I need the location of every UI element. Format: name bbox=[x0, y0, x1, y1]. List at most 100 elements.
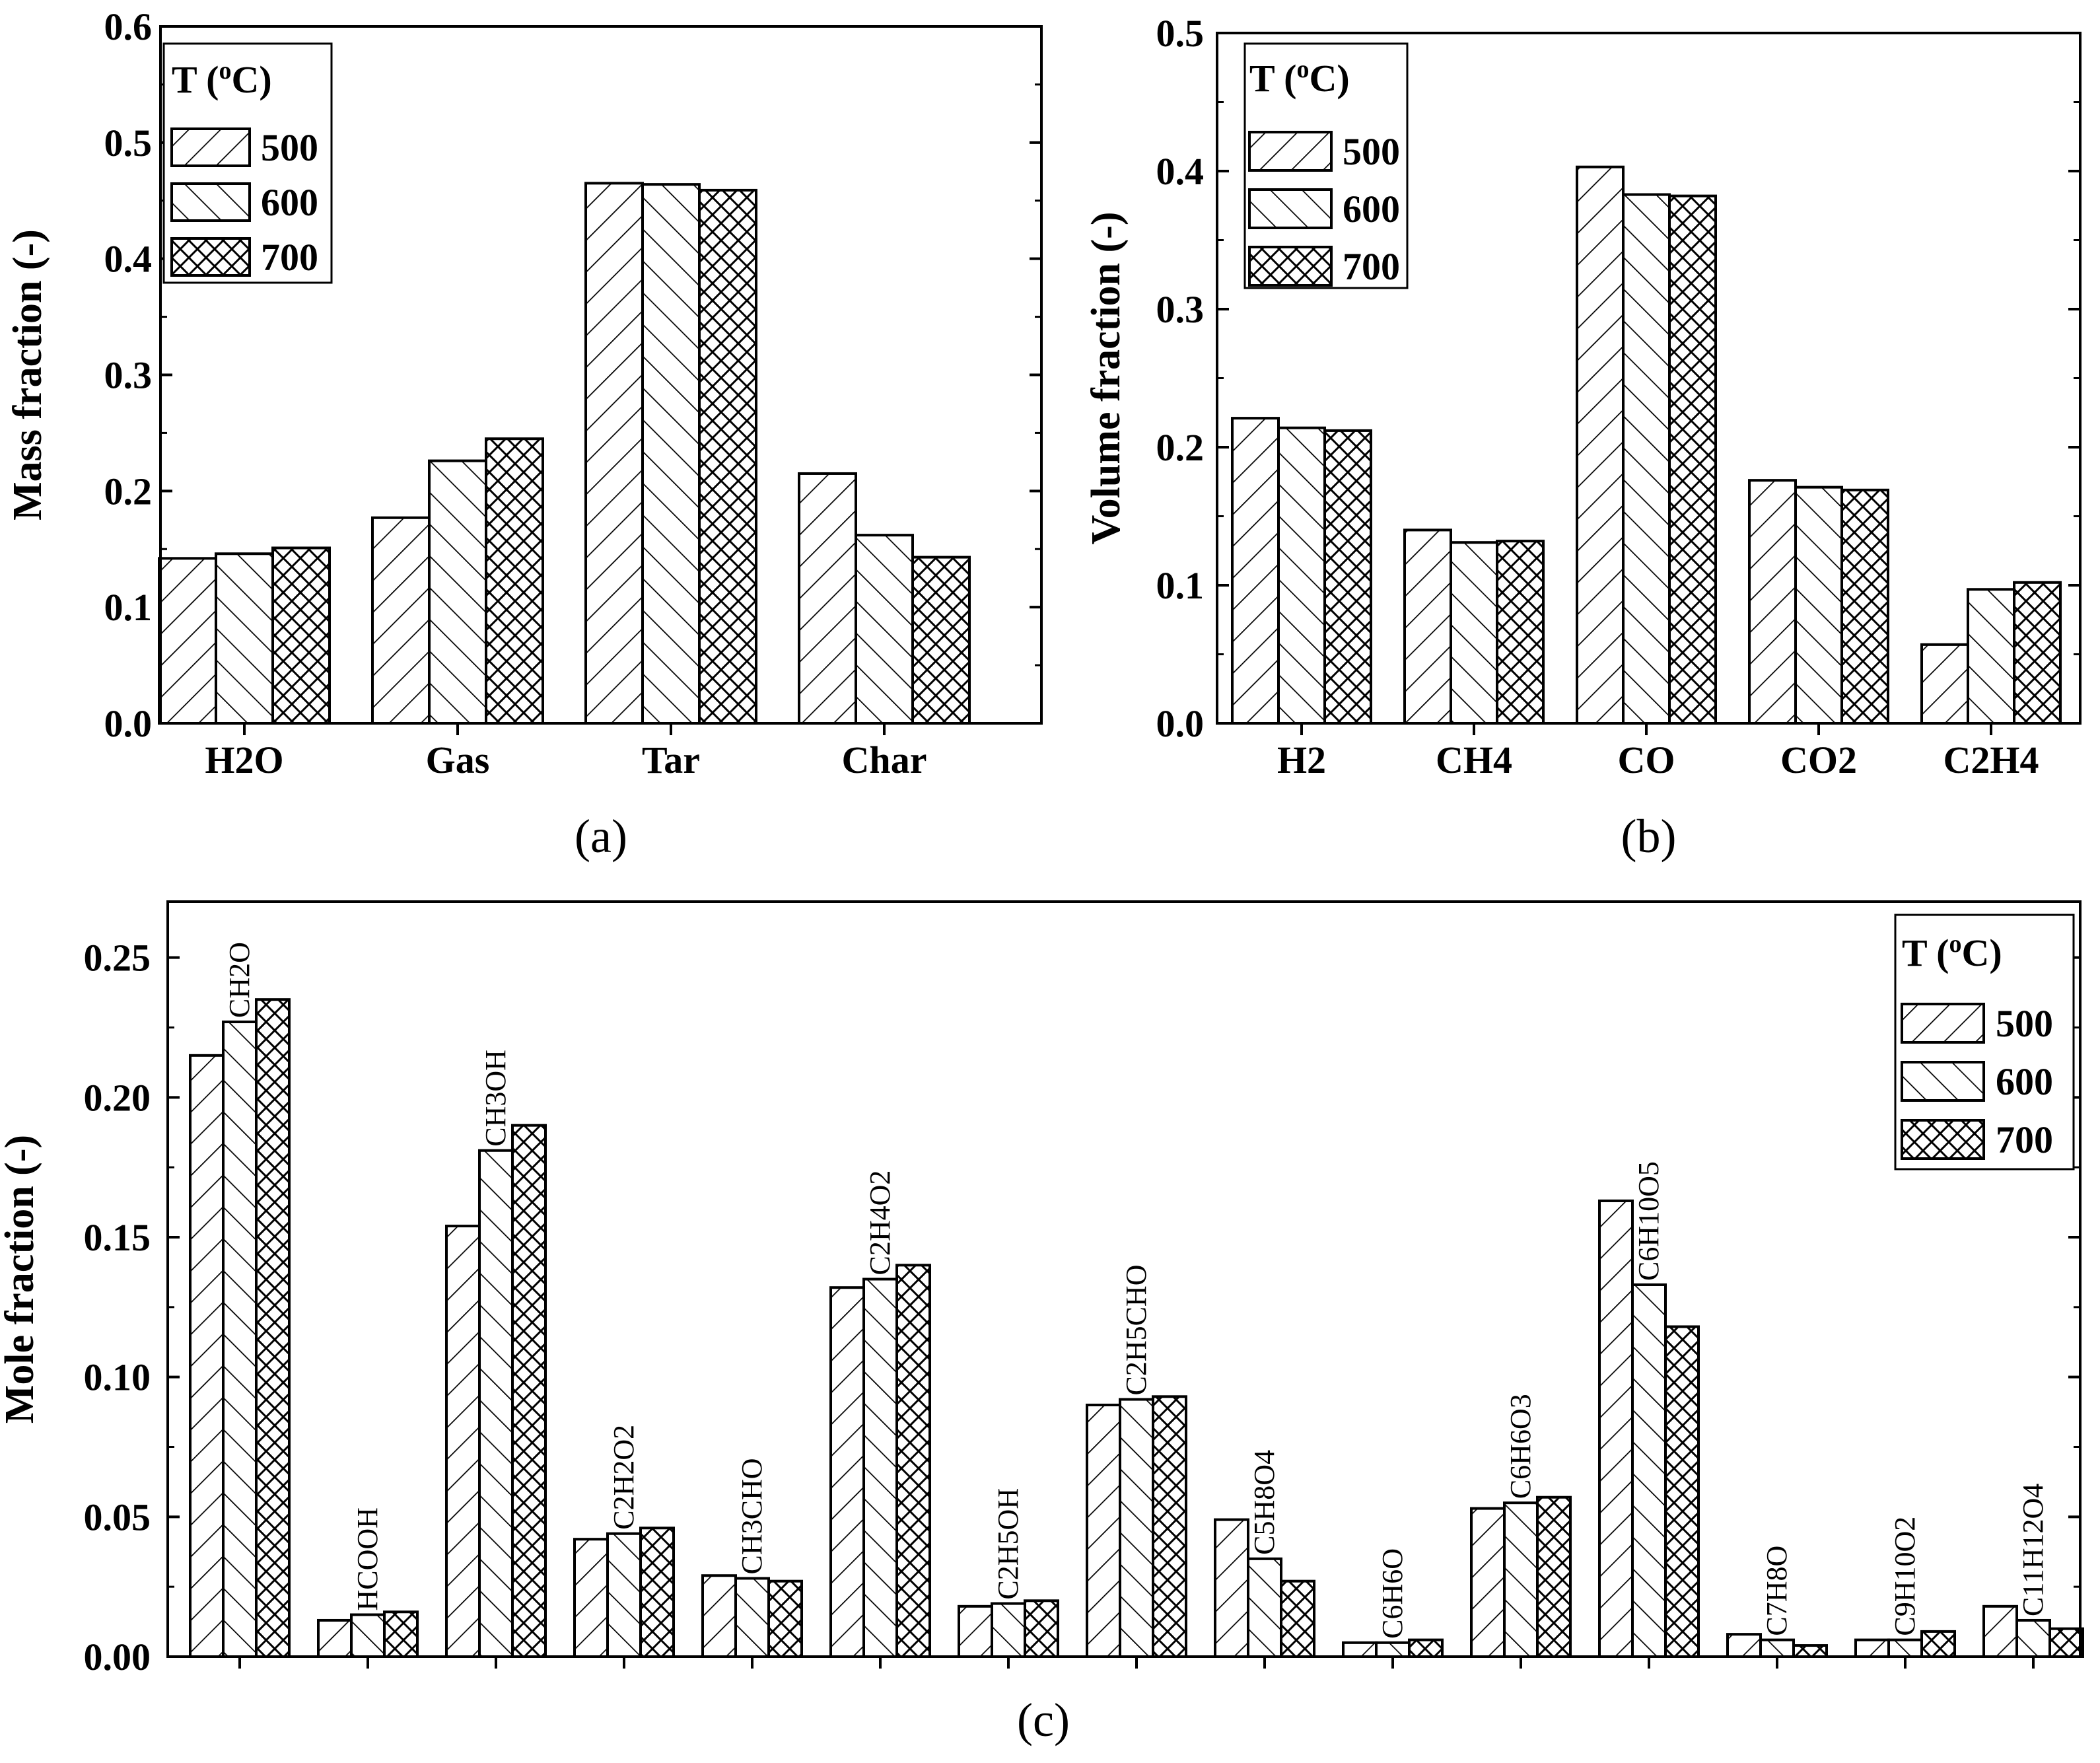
legend-title-sup: o bbox=[1296, 55, 1309, 83]
legend-title: T (oC) bbox=[1249, 55, 1350, 100]
bar-C6H6O3-700 bbox=[1536, 1495, 1572, 1658]
y-axis-title: Mole fraction (-) bbox=[0, 1135, 42, 1423]
y-tick-label: 0.0 bbox=[1156, 702, 1205, 745]
bar-CH2O-500 bbox=[189, 1054, 225, 1659]
y-tick-label: 0.5 bbox=[104, 122, 153, 164]
bar-Gas-600 bbox=[428, 459, 487, 725]
y-tick-label: 0.1 bbox=[104, 586, 153, 629]
legend-swatch-600 bbox=[1901, 1061, 1985, 1102]
bar-C5H8O4-600 bbox=[1247, 1557, 1282, 1658]
y-tick-label: 0.2 bbox=[1156, 426, 1205, 469]
bar-label: C6H6O bbox=[1376, 1548, 1409, 1639]
y-tick-label: 0.20 bbox=[84, 1076, 151, 1119]
y-tick-label: 0.05 bbox=[84, 1495, 151, 1538]
bar-HCOOH-700 bbox=[383, 1610, 419, 1658]
bar-C6H10O5-500 bbox=[1598, 1199, 1634, 1658]
bar-C7H8O-600 bbox=[1759, 1638, 1795, 1659]
bar-C2H2O2-700 bbox=[639, 1527, 675, 1658]
bar-H2-700 bbox=[1323, 429, 1372, 725]
bar-C2H4O2-600 bbox=[862, 1277, 898, 1658]
legend-title-main: T ( bbox=[1902, 931, 1949, 974]
bar-Char-500 bbox=[798, 472, 857, 725]
bar-label: C6H10O5 bbox=[1632, 1161, 1665, 1281]
bar-Char-600 bbox=[855, 534, 914, 725]
bar-CH3OH-500 bbox=[445, 1225, 481, 1658]
bar-C2H2O2-600 bbox=[606, 1532, 642, 1659]
x-tick-label: Gas bbox=[426, 738, 490, 781]
bar-C9H10O2-700 bbox=[1920, 1630, 1956, 1658]
y-tick-label: 0.4 bbox=[1156, 150, 1205, 193]
bar-C2H5CHO-600 bbox=[1119, 1398, 1154, 1659]
bar-C9H10O2-600 bbox=[1887, 1638, 1923, 1659]
bar-H2O-600 bbox=[215, 552, 274, 725]
legend-entry: 600 bbox=[1996, 1060, 2053, 1103]
y-tick-label: 0.00 bbox=[84, 1636, 151, 1678]
bar-C9H10O2-500 bbox=[1854, 1638, 1890, 1659]
legend-entry: 700 bbox=[1343, 245, 1400, 288]
bar-C2H4O2-700 bbox=[895, 1264, 931, 1659]
legend-title: T (oC) bbox=[172, 57, 272, 101]
x-tick-label: H2 bbox=[1277, 738, 1326, 781]
legend-title-main: T ( bbox=[1249, 57, 1296, 100]
bar-CH3CHO-500 bbox=[701, 1574, 737, 1659]
panel-caption: (b) bbox=[1621, 810, 1677, 863]
bar-C6H10O5-600 bbox=[1631, 1283, 1667, 1658]
bar-CO-700 bbox=[1668, 194, 1717, 725]
bar-C2H4-600 bbox=[1967, 588, 2015, 725]
legend-title-sup: o bbox=[219, 57, 231, 85]
bar-C6H6O-600 bbox=[1375, 1641, 1411, 1658]
bar-C5H8O4-700 bbox=[1280, 1579, 1315, 1658]
y-axis-title: Volume fraction (-) bbox=[1084, 212, 1129, 545]
legend-title-end: C) bbox=[231, 58, 271, 101]
bar-C11H12O4-600 bbox=[2015, 1618, 2051, 1658]
legend-entry: 600 bbox=[261, 181, 318, 224]
y-tick-label: 0.10 bbox=[84, 1356, 151, 1399]
chart-panel-c: 0.00 0.05 0.10 0.15 0.20 0.25 Mole fraction (-… bbox=[0, 900, 2084, 1746]
legend-title-end: C) bbox=[1961, 931, 2002, 974]
bar-Tar-600 bbox=[641, 183, 701, 725]
legend-swatch-500 bbox=[1901, 1003, 1985, 1044]
y-tick-label: 0.4 bbox=[104, 238, 153, 281]
bar-C6H6O3-500 bbox=[1470, 1507, 1506, 1658]
bar-C5H8O4-500 bbox=[1214, 1518, 1249, 1658]
bar-CH3OH-700 bbox=[511, 1124, 547, 1658]
bar-label: CH3CHO bbox=[736, 1458, 768, 1574]
bar-label: C11H12O4 bbox=[2017, 1484, 2049, 1616]
bar-CO2-500 bbox=[1748, 479, 1797, 725]
bar-C2H5OH-700 bbox=[1024, 1599, 1059, 1658]
legend-title-end: C) bbox=[1309, 57, 1349, 100]
y-tick-label: 0.3 bbox=[104, 354, 153, 397]
x-tick-label: CO bbox=[1618, 738, 1675, 781]
legend-entry: 500 bbox=[261, 126, 318, 169]
y-tick-label: 0.1 bbox=[1156, 564, 1205, 607]
x-tick-label: Char bbox=[842, 738, 927, 781]
bar-C6H6O-700 bbox=[1408, 1638, 1444, 1659]
bar-CH3CHO-700 bbox=[767, 1579, 803, 1658]
x-tick-label: CO2 bbox=[1780, 738, 1857, 781]
bar-Gas-500 bbox=[371, 516, 431, 725]
bar-label: C2H2O2 bbox=[608, 1425, 640, 1530]
bar-CH3CHO-600 bbox=[734, 1577, 770, 1658]
legend-swatch-700 bbox=[1248, 246, 1333, 287]
bar-label: C7H8O bbox=[1761, 1546, 1793, 1636]
bar-C6H6O3-600 bbox=[1503, 1501, 1539, 1659]
y-tick-label: 0.2 bbox=[104, 470, 153, 513]
legend-entry: 700 bbox=[261, 236, 318, 279]
bar-C7H8O-700 bbox=[1792, 1644, 1828, 1658]
bar-C2H5OH-500 bbox=[958, 1604, 993, 1659]
y-tick-label: 0.0 bbox=[104, 702, 153, 745]
legend-swatch-500 bbox=[1248, 131, 1333, 172]
bar-C2H4O2-500 bbox=[829, 1286, 865, 1658]
legend-entry: 600 bbox=[1343, 188, 1400, 231]
y-axis-title: Mass fraction (-) bbox=[5, 229, 50, 521]
bar-H2O-700 bbox=[271, 546, 331, 725]
legend-swatch-700 bbox=[1901, 1119, 1985, 1160]
legend-entry: 500 bbox=[1996, 1002, 2053, 1045]
legend-swatch-700 bbox=[170, 237, 251, 277]
panel-caption: (a) bbox=[575, 810, 627, 863]
bar-C11H12O4-500 bbox=[1982, 1604, 2018, 1659]
legend-entry: 700 bbox=[1996, 1118, 2053, 1161]
bar-label: C6H6O3 bbox=[1504, 1394, 1537, 1499]
bar-C6H6O-500 bbox=[1342, 1641, 1378, 1658]
bar-CO-600 bbox=[1622, 193, 1671, 725]
